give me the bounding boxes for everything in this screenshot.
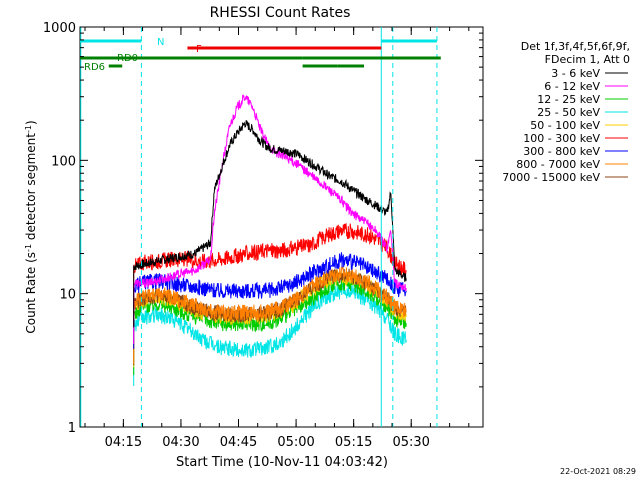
x-tick-label: 04:45 [220, 435, 257, 450]
state-bar-label: F [196, 44, 202, 55]
legend: Det 1f,3f,4f,5f,6f,9f, FDecim 1, Att 0 3… [502, 40, 630, 184]
series-line [133, 252, 407, 299]
y-axis-label-main: Count Rate (s [24, 252, 38, 334]
vline-layer [80, 27, 438, 427]
state-bar-layer: N F RD0 RD6 [80, 37, 441, 73]
x-tick-label: 05:15 [335, 435, 372, 450]
legend-entry-label: 100 - 300 keV [523, 132, 600, 145]
y-axis-label: Count Rate (s-1 detector segment-1) [24, 120, 39, 333]
plot-frame [79, 26, 484, 428]
generation-timestamp: 22-Oct-2021 08:29 [560, 467, 636, 476]
y-tick-label: 1000 [43, 21, 76, 36]
legend-entry-label: 7000 - 15000 keV [502, 171, 600, 184]
x-tick-label: 05:00 [277, 435, 314, 450]
legend-entry-label: 50 - 100 keV [530, 119, 600, 132]
y-tick-label: 10 [59, 288, 76, 303]
legend-entry-label: 300 - 800 keV [523, 145, 600, 158]
series-line [133, 266, 407, 321]
y-tick-label: 100 [51, 154, 76, 169]
plot-area: N F RD0 RD6 1 10 100 1000 04:15 04:30 04:45 05:00… [43, 21, 484, 450]
chart-title: RHESSI Count Rates [210, 5, 351, 21]
legend-entry-label: 6 - 12 keV [544, 80, 600, 93]
state-bar-label: RD0 [117, 53, 138, 64]
y-tick-label: 1 [68, 421, 76, 436]
y-axis-label-mid: detector segment [24, 133, 38, 244]
legend-header-decim: FDecim 1, Att 0 [545, 53, 630, 66]
series-line [133, 222, 407, 277]
legend-entry-label: 800 - 7000 keV [516, 158, 600, 171]
series-line [133, 120, 407, 282]
legend-entry-label: 3 - 6 keV [551, 67, 600, 80]
series-layer [133, 94, 407, 386]
state-bar-label: RD6 [84, 62, 105, 73]
x-tick-label: 04:15 [105, 435, 142, 450]
x-axis: 04:15 04:30 04:45 05:00 05:15 05:30 [84, 27, 470, 450]
x-axis-label: Start Time (10-Nov-11 04:03:42) [176, 455, 388, 470]
y-axis: 1 10 100 1000 [43, 21, 483, 436]
y-axis-label-end: ) [24, 120, 38, 125]
legend-entry-label: 25 - 50 keV [537, 106, 600, 119]
y-axis-label-sup1: -1 [24, 244, 33, 252]
series-line [133, 283, 407, 358]
x-tick-label: 04:30 [162, 435, 199, 450]
y-axis-label-sup2: -1 [24, 125, 33, 133]
legend-entry-label: 12 - 25 keV [537, 93, 600, 106]
state-bar-label: N [157, 37, 164, 48]
x-tick-label: 05:30 [392, 435, 429, 450]
legend-header-detectors: Det 1f,3f,4f,5f,6f,9f, [521, 40, 630, 53]
